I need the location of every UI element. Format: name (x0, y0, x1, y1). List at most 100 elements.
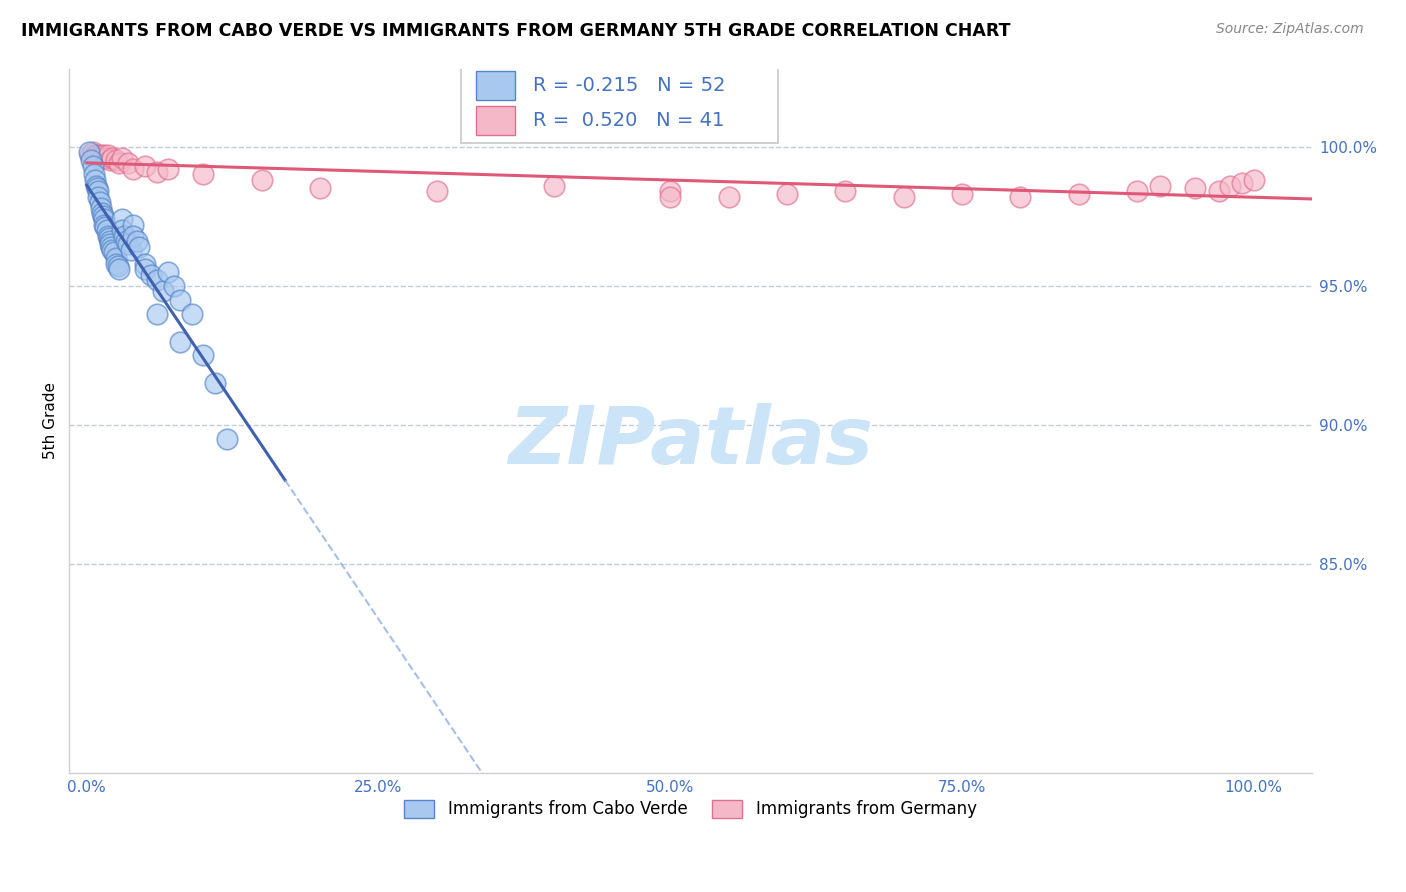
Point (112, 228, 135, 243)
Text: ZIPatlas: ZIPatlas (508, 403, 873, 481)
Point (108, 262, 131, 277)
Point (134, 262, 156, 277)
FancyBboxPatch shape (475, 106, 516, 136)
Point (79, 148, 101, 162)
FancyBboxPatch shape (475, 70, 516, 100)
Point (309, 181, 332, 195)
Point (145, 164, 167, 178)
Point (86, 181, 108, 195)
Point (103, 245, 125, 260)
Text: IMMIGRANTS FROM CABO VERDE VS IMMIGRANTS FROM GERMANY 5TH GRADE CORRELATION CHAR: IMMIGRANTS FROM CABO VERDE VS IMMIGRANTS… (21, 22, 1011, 40)
Point (93, 218, 115, 232)
Point (97, 228, 120, 243)
Point (1230, 176, 1253, 190)
Y-axis label: 5th Grade: 5th Grade (44, 383, 58, 459)
Point (120, 243, 142, 257)
Point (157, 265, 180, 279)
Point (139, 268, 162, 282)
Point (145, 307, 167, 321)
Point (134, 159, 156, 173)
Point (93, 148, 115, 162)
Point (543, 178, 565, 193)
Point (111, 223, 134, 237)
Point (111, 211, 134, 226)
Point (115, 234, 138, 248)
Point (893, 189, 915, 203)
Point (180, 307, 202, 321)
Point (834, 184, 856, 198)
Point (122, 218, 145, 232)
Text: Source: ZipAtlas.com: Source: ZipAtlas.com (1216, 22, 1364, 37)
Point (84, 178, 107, 193)
Point (122, 228, 145, 243)
Point (717, 189, 740, 203)
Point (77, 145, 100, 160)
Point (104, 153, 127, 168)
Point (98, 237, 121, 252)
Point (1208, 184, 1230, 198)
Point (193, 168, 215, 182)
Point (125, 234, 148, 248)
Point (107, 260, 129, 274)
Point (98, 153, 121, 168)
Point (91, 209, 114, 223)
Point (97, 231, 120, 245)
Point (157, 161, 180, 176)
Point (776, 186, 799, 201)
Point (90, 201, 112, 215)
Point (117, 156, 139, 170)
Point (96, 151, 118, 165)
Point (86, 148, 108, 162)
Point (204, 376, 226, 391)
Point (83, 173, 105, 187)
FancyBboxPatch shape (461, 62, 778, 143)
Point (87, 184, 110, 198)
Point (145, 273, 167, 287)
Point (108, 156, 131, 170)
Point (1126, 184, 1149, 198)
Point (87, 151, 110, 165)
Point (90, 148, 112, 162)
Point (1184, 181, 1206, 195)
Point (90, 151, 112, 165)
Point (169, 334, 191, 349)
Point (83, 168, 105, 182)
Point (100, 240, 122, 254)
Point (659, 184, 682, 198)
Point (97, 148, 120, 162)
Point (82, 145, 104, 160)
Point (1219, 178, 1241, 193)
Point (426, 184, 449, 198)
Point (117, 237, 139, 252)
Point (89, 195, 111, 210)
Point (82, 159, 104, 173)
Point (104, 251, 127, 265)
Point (152, 285, 174, 299)
Point (104, 256, 127, 270)
Point (122, 161, 145, 176)
Point (90, 206, 112, 220)
Point (1067, 186, 1090, 201)
Point (80, 153, 103, 168)
Text: R =  0.520   N = 41: R = 0.520 N = 41 (533, 112, 724, 130)
Point (193, 349, 215, 363)
Point (169, 293, 191, 307)
Point (111, 151, 134, 165)
Point (215, 432, 238, 446)
Point (96, 223, 118, 237)
Point (87, 189, 110, 203)
Point (1149, 178, 1171, 193)
Point (101, 151, 124, 165)
Point (134, 256, 156, 270)
Point (128, 240, 150, 254)
Point (83, 148, 105, 162)
Point (1243, 173, 1265, 187)
Point (98, 234, 121, 248)
Point (250, 173, 273, 187)
Text: R = -0.215   N = 52: R = -0.215 N = 52 (533, 76, 725, 95)
Point (93, 211, 115, 226)
Legend: Immigrants from Cabo Verde, Immigrants from Germany: Immigrants from Cabo Verde, Immigrants f… (398, 793, 983, 825)
Point (101, 243, 124, 257)
Point (659, 189, 682, 203)
Point (1010, 189, 1032, 203)
